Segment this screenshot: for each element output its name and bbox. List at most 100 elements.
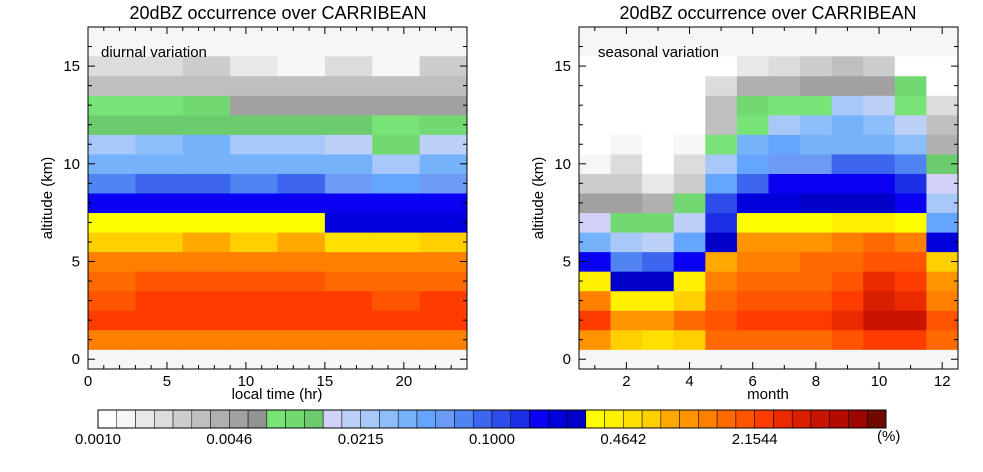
heatmap-cell — [277, 114, 326, 135]
heatmap-cell — [736, 173, 769, 194]
heatmap-cell — [579, 114, 611, 135]
heatmap-cell — [88, 173, 136, 194]
heatmap-cell — [894, 251, 927, 272]
colorbar-swatch — [679, 409, 699, 429]
heatmap-cell — [277, 232, 326, 253]
heatmap-cell — [642, 232, 675, 253]
heatmap-cell — [673, 251, 706, 272]
heatmap-cell — [277, 329, 326, 350]
heatmap-cell — [894, 114, 927, 135]
chart-seasonal: 20dBZ occurrence over CARRIBEAN 2 4 6 8 10 12… — [530, 3, 959, 403]
y-axis-label: altitude (km) — [530, 157, 547, 240]
heatmap-cell — [182, 329, 231, 350]
heatmap-cell — [88, 271, 136, 292]
heatmap-cell — [88, 193, 136, 214]
y-tick-label: 0 — [563, 351, 571, 368]
heatmap-cell — [800, 290, 833, 311]
heatmap-cell — [610, 56, 643, 77]
heatmap-cell — [926, 310, 959, 331]
heatmap-cell — [705, 75, 738, 96]
x-tick-label: 0 — [84, 373, 92, 390]
heatmap-cell — [642, 114, 675, 135]
heatmap-cell — [800, 173, 833, 194]
heatmap-cell — [88, 290, 136, 311]
heatmap-cell — [182, 271, 231, 292]
heatmap-cell — [182, 75, 231, 96]
heatmap-cell — [894, 329, 927, 350]
heatmap-cell — [642, 290, 675, 311]
heatmap-cell — [831, 329, 864, 350]
heatmap-cell — [324, 154, 373, 174]
heatmap-cell — [135, 232, 184, 253]
heatmap-cell — [926, 75, 959, 96]
x-tick-label: 5 — [163, 373, 171, 390]
heatmap-cell — [705, 290, 738, 311]
heatmap-cell — [88, 75, 136, 96]
heatmap-cell — [277, 95, 326, 116]
colorbar-labels: 0.0010 0.0046 0.0215 0.1000 0.4642 2.1544 — [75, 431, 778, 448]
heatmap-cell — [610, 251, 643, 272]
heatmap-cell — [673, 154, 706, 174]
heatmap-cell — [705, 310, 738, 331]
heatmap-cell — [863, 212, 896, 233]
heatmap-cell — [230, 173, 278, 194]
heatmap-cell — [579, 329, 611, 350]
colorbar-swatch — [397, 409, 418, 429]
heatmap-cell — [324, 251, 373, 272]
heatmap-cell — [277, 290, 326, 311]
heatmap-cell — [277, 173, 326, 194]
y-axis: 0 5 10 15 — [554, 46, 958, 368]
heatmap-cell — [768, 193, 801, 214]
heatmap-cell — [135, 75, 184, 96]
heatmap-cell — [182, 290, 231, 311]
heatmap-cell — [610, 114, 643, 135]
heatmap-cell — [800, 56, 833, 77]
colorbar-swatch — [360, 409, 380, 429]
heatmap-cell — [419, 290, 468, 311]
heatmap-cell — [673, 114, 706, 135]
colorbar-tick-label: 0.0215 — [338, 431, 384, 448]
x-tick-label: 4 — [685, 373, 693, 390]
heatmap-cell — [324, 212, 373, 233]
heatmap-cell — [579, 251, 611, 272]
heatmap-cell — [705, 329, 738, 350]
heatmap-cell — [705, 251, 738, 272]
heatmap-cell — [863, 251, 896, 272]
heatmap-cell — [673, 232, 706, 253]
colorbar-tick-label: 0.0010 — [75, 431, 121, 448]
heatmap-cell — [768, 173, 801, 194]
colorbar-swatch — [135, 409, 155, 429]
heatmap-cell — [182, 310, 231, 331]
heatmap-cell — [372, 212, 421, 233]
heatmap-cell — [579, 212, 611, 233]
colorbar-tick-label: 0.0046 — [206, 431, 252, 448]
heatmap-cell — [705, 193, 738, 214]
colorbar-swatch — [829, 409, 849, 429]
heatmap-cell — [419, 310, 468, 331]
heatmap-cell — [831, 134, 864, 155]
heatmap-cell — [736, 212, 769, 233]
heatmap-cell — [419, 232, 468, 253]
heatmap-cell — [673, 310, 706, 331]
heatmap-cell — [579, 75, 611, 96]
heatmap-cell — [372, 251, 421, 272]
heatmap-cell — [894, 173, 927, 194]
colorbar-swatch — [454, 409, 474, 429]
heatmap-cell — [642, 134, 675, 155]
heatmap-cell — [863, 310, 896, 331]
heatmap-cell — [182, 134, 231, 155]
heatmap-cell — [419, 56, 468, 77]
x-tick-label: 15 — [317, 373, 334, 390]
colorbar-swatch — [491, 409, 512, 429]
heatmap-cell — [926, 232, 959, 253]
heatmap-cell — [135, 329, 184, 350]
colorbar-swatch — [791, 409, 812, 429]
heatmap-cell — [800, 251, 833, 272]
heatmap-cell — [579, 232, 611, 253]
heatmap-cell — [579, 310, 611, 331]
colorbar-frame — [97, 409, 887, 429]
heatmap-cell — [736, 271, 769, 292]
y-tick-label: 10 — [63, 156, 80, 173]
heatmap-cell — [182, 154, 231, 174]
heatmap-cell — [230, 114, 278, 135]
